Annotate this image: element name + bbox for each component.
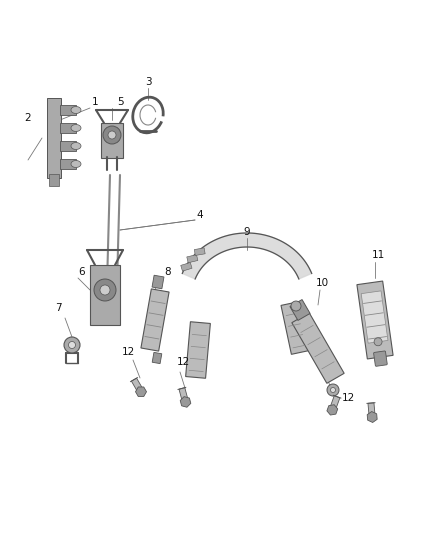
- Bar: [47, 98, 61, 178]
- Bar: [60, 159, 76, 169]
- Bar: [194, 248, 205, 255]
- Text: 4: 4: [197, 210, 203, 220]
- Circle shape: [64, 337, 80, 353]
- Text: 2: 2: [25, 113, 31, 123]
- Text: 6: 6: [79, 267, 85, 277]
- Circle shape: [331, 387, 336, 392]
- Text: 10: 10: [315, 278, 328, 288]
- Text: 1: 1: [92, 97, 98, 107]
- Bar: [60, 123, 76, 133]
- Circle shape: [68, 342, 75, 349]
- Bar: [179, 387, 188, 401]
- Bar: [101, 123, 123, 157]
- Circle shape: [291, 301, 301, 311]
- Bar: [330, 395, 340, 409]
- Bar: [361, 291, 388, 343]
- Bar: [60, 141, 76, 151]
- FancyBboxPatch shape: [374, 351, 387, 366]
- Ellipse shape: [71, 107, 81, 114]
- Bar: [368, 403, 375, 415]
- Bar: [152, 352, 162, 364]
- Ellipse shape: [71, 125, 81, 132]
- Circle shape: [327, 384, 339, 396]
- Bar: [357, 281, 393, 359]
- Bar: [90, 265, 120, 325]
- Text: 3: 3: [145, 77, 151, 87]
- Text: 9: 9: [244, 227, 250, 237]
- Bar: [141, 289, 169, 351]
- Bar: [131, 378, 143, 392]
- Text: 7: 7: [55, 303, 61, 313]
- Circle shape: [374, 338, 382, 346]
- Bar: [290, 300, 310, 320]
- Bar: [60, 105, 76, 115]
- Text: 12: 12: [121, 347, 134, 357]
- Bar: [152, 275, 164, 289]
- Text: 8: 8: [165, 267, 171, 277]
- Polygon shape: [182, 233, 312, 279]
- Bar: [281, 302, 309, 354]
- Circle shape: [94, 279, 116, 301]
- Text: 11: 11: [371, 250, 385, 260]
- Bar: [292, 313, 344, 383]
- Bar: [181, 262, 192, 271]
- Text: 12: 12: [341, 393, 355, 403]
- Circle shape: [108, 131, 116, 139]
- Bar: [186, 322, 210, 378]
- Circle shape: [103, 126, 121, 144]
- Bar: [49, 174, 59, 186]
- Text: 5: 5: [117, 97, 124, 107]
- Text: 12: 12: [177, 357, 190, 367]
- Bar: [187, 255, 198, 263]
- Ellipse shape: [71, 160, 81, 167]
- Circle shape: [100, 285, 110, 295]
- Ellipse shape: [71, 142, 81, 149]
